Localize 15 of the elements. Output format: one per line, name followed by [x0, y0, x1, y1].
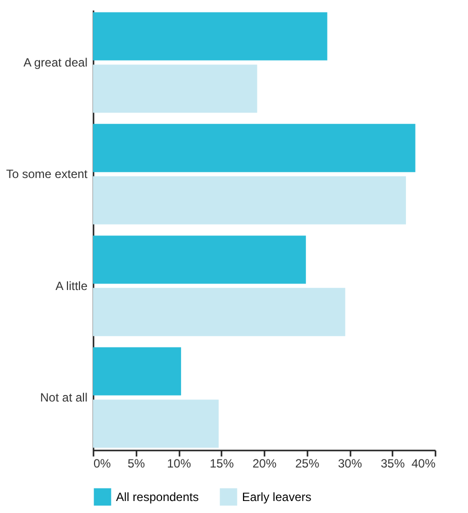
y-tick-label: Not at all — [40, 390, 88, 405]
x-tick-label: 0% — [94, 456, 112, 470]
legend-label: All respondents — [116, 490, 199, 504]
x-tick-label: 10% — [166, 456, 192, 470]
x-tick-label: 5% — [128, 456, 146, 470]
y-tick-label: A little — [55, 278, 88, 293]
x-tick-label: 35% — [380, 456, 406, 470]
x-tick-label: 40% — [411, 456, 436, 470]
legend-label: Early leavers — [242, 490, 312, 504]
x-tick-label: 25% — [295, 456, 320, 470]
x-tick-label: 20% — [252, 456, 277, 470]
y-tick-label: A great deal — [23, 55, 88, 70]
y-tick-label: To some extent — [6, 167, 88, 182]
x-tick-label: 15% — [210, 456, 234, 470]
x-tick-label: 30% — [338, 456, 362, 470]
